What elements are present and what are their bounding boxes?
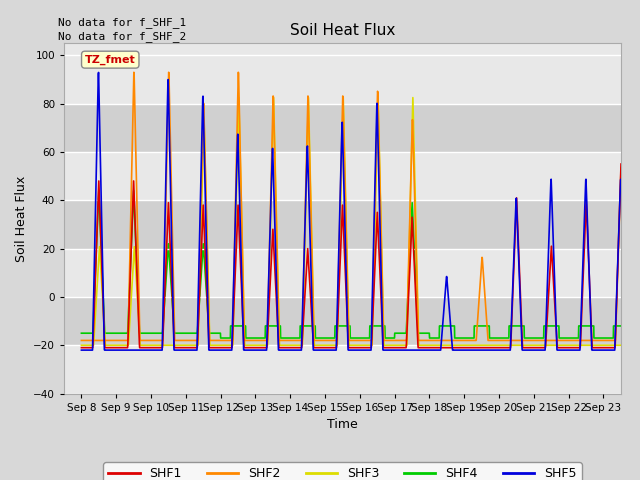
Text: TZ_fmet: TZ_fmet <box>85 55 136 65</box>
Text: No data for f_SHF_1: No data for f_SHF_1 <box>58 17 186 28</box>
Title: Soil Heat Flux: Soil Heat Flux <box>290 23 395 38</box>
Bar <box>64 297 621 345</box>
X-axis label: Time: Time <box>327 418 358 431</box>
Y-axis label: Soil Heat Flux: Soil Heat Flux <box>15 175 28 262</box>
Bar <box>64 200 621 249</box>
Text: No data for f_SHF_2: No data for f_SHF_2 <box>58 31 186 42</box>
Legend: SHF1, SHF2, SHF3, SHF4, SHF5: SHF1, SHF2, SHF3, SHF4, SHF5 <box>103 462 582 480</box>
Bar <box>64 104 621 152</box>
